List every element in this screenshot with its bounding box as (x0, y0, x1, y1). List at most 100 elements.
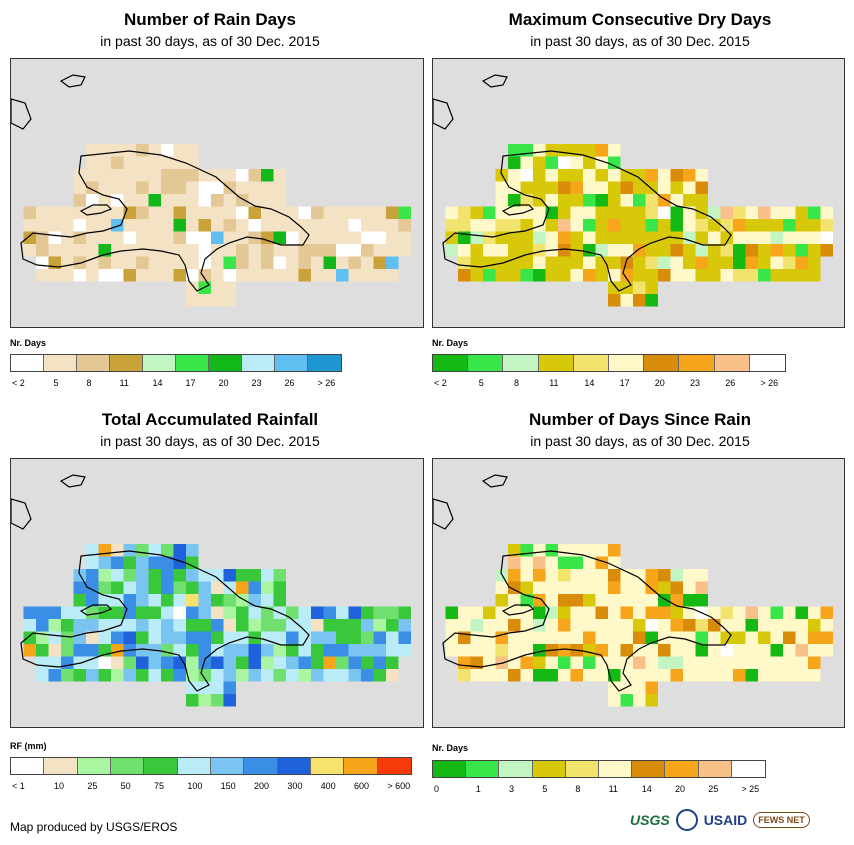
grid-cell (670, 656, 683, 669)
grid-cell (458, 656, 471, 669)
grid-cell (173, 619, 186, 632)
grid-cell (136, 244, 149, 257)
grid-cell (608, 194, 621, 207)
grid-cell (608, 144, 621, 157)
grid-cell (508, 669, 521, 682)
grid-cell (758, 644, 771, 657)
grid-cell (608, 231, 621, 244)
grid-cell (683, 656, 696, 669)
grid-cell (670, 644, 683, 657)
grid-cell (361, 656, 374, 669)
grid-cell (248, 256, 261, 269)
grid-cell (23, 206, 36, 219)
grid-cell (595, 269, 608, 282)
legend-swatch (608, 355, 645, 371)
grid-cell (595, 244, 608, 257)
grid-cell (111, 619, 124, 632)
grid-cell (520, 569, 533, 582)
grid-cell (708, 631, 721, 644)
grid-cell (508, 606, 521, 619)
grid-cell (36, 206, 49, 219)
grid-cell (670, 569, 683, 582)
grid-cell (186, 581, 199, 594)
grid-cell (558, 656, 571, 669)
grid-cell (495, 581, 508, 594)
grid-cell (198, 169, 211, 182)
grid-cell (186, 269, 199, 282)
grid-cell (683, 644, 696, 657)
grid-cell (73, 269, 86, 282)
grid-cell (336, 231, 349, 244)
grid-cell (198, 694, 211, 707)
map-dry-days (432, 58, 845, 328)
grid-cell (111, 269, 124, 282)
legend-swatch (310, 758, 345, 774)
grid-cell (545, 581, 558, 594)
grid-cell (86, 206, 99, 219)
grid-cell (373, 644, 386, 657)
grid-cell (148, 606, 161, 619)
grid-cell (545, 169, 558, 182)
grid-cell (633, 594, 646, 607)
usaid-seal-icon (675, 809, 698, 831)
grid-cell (73, 244, 86, 257)
grid-cell (583, 144, 596, 157)
grid-cell (683, 244, 696, 257)
legend-label: 20 (675, 784, 686, 794)
grid-cell (708, 219, 721, 232)
grid-cell (808, 631, 821, 644)
grid-cell (483, 644, 496, 657)
grid-cell (223, 644, 236, 657)
grid-cell (720, 256, 733, 269)
grid-cell (386, 606, 399, 619)
grid-cell (211, 669, 224, 682)
grid-cell (545, 619, 558, 632)
legend-label: 25 (708, 784, 719, 794)
grid-cell (595, 569, 608, 582)
grid-cell (23, 619, 36, 632)
grid-cell (820, 644, 833, 657)
grid-cell (211, 194, 224, 207)
grid-cell (348, 231, 361, 244)
map-title: Total Accumulated Rainfall (101, 410, 319, 429)
grid-cell (645, 581, 658, 594)
grid-cell (48, 244, 61, 257)
grid-cell (470, 231, 483, 244)
grid-cell (348, 644, 361, 657)
grid-cell (373, 669, 386, 682)
legend-swatch (433, 761, 467, 777)
legend-label: 100 (187, 781, 203, 791)
grid-cell (311, 231, 324, 244)
grid-cell (36, 219, 49, 232)
legend-swatch (644, 355, 680, 371)
grid-cell (558, 169, 571, 182)
grid-cell (533, 631, 546, 644)
grid-cell (123, 656, 136, 669)
grid-cell (386, 244, 399, 257)
grid-cell (645, 606, 658, 619)
grid-cell (770, 619, 783, 632)
grid-cell (111, 194, 124, 207)
grid-cell (373, 269, 386, 282)
grid-cell (336, 219, 349, 232)
grid-cell (770, 669, 783, 682)
map-subtitle: in past 30 days, as of 30 Dec. 2015 (100, 33, 320, 49)
grid-cell (545, 569, 558, 582)
grid-cell (758, 269, 771, 282)
grid-cell (323, 644, 336, 657)
grid-cell (286, 606, 299, 619)
grid-cell (708, 619, 721, 632)
grid-cell (111, 644, 124, 657)
grid-cell (445, 619, 458, 632)
grid-cell (570, 169, 583, 182)
grid-cell (323, 206, 336, 219)
map-grid (11, 74, 411, 307)
grid-cell (545, 269, 558, 282)
grid-cell (336, 669, 349, 682)
grid-cell (136, 656, 149, 669)
legend-label: 150 (220, 781, 236, 791)
grid-cell (273, 219, 286, 232)
grid-cell (633, 606, 646, 619)
grid-cell (261, 219, 274, 232)
grid-cell (161, 569, 174, 582)
